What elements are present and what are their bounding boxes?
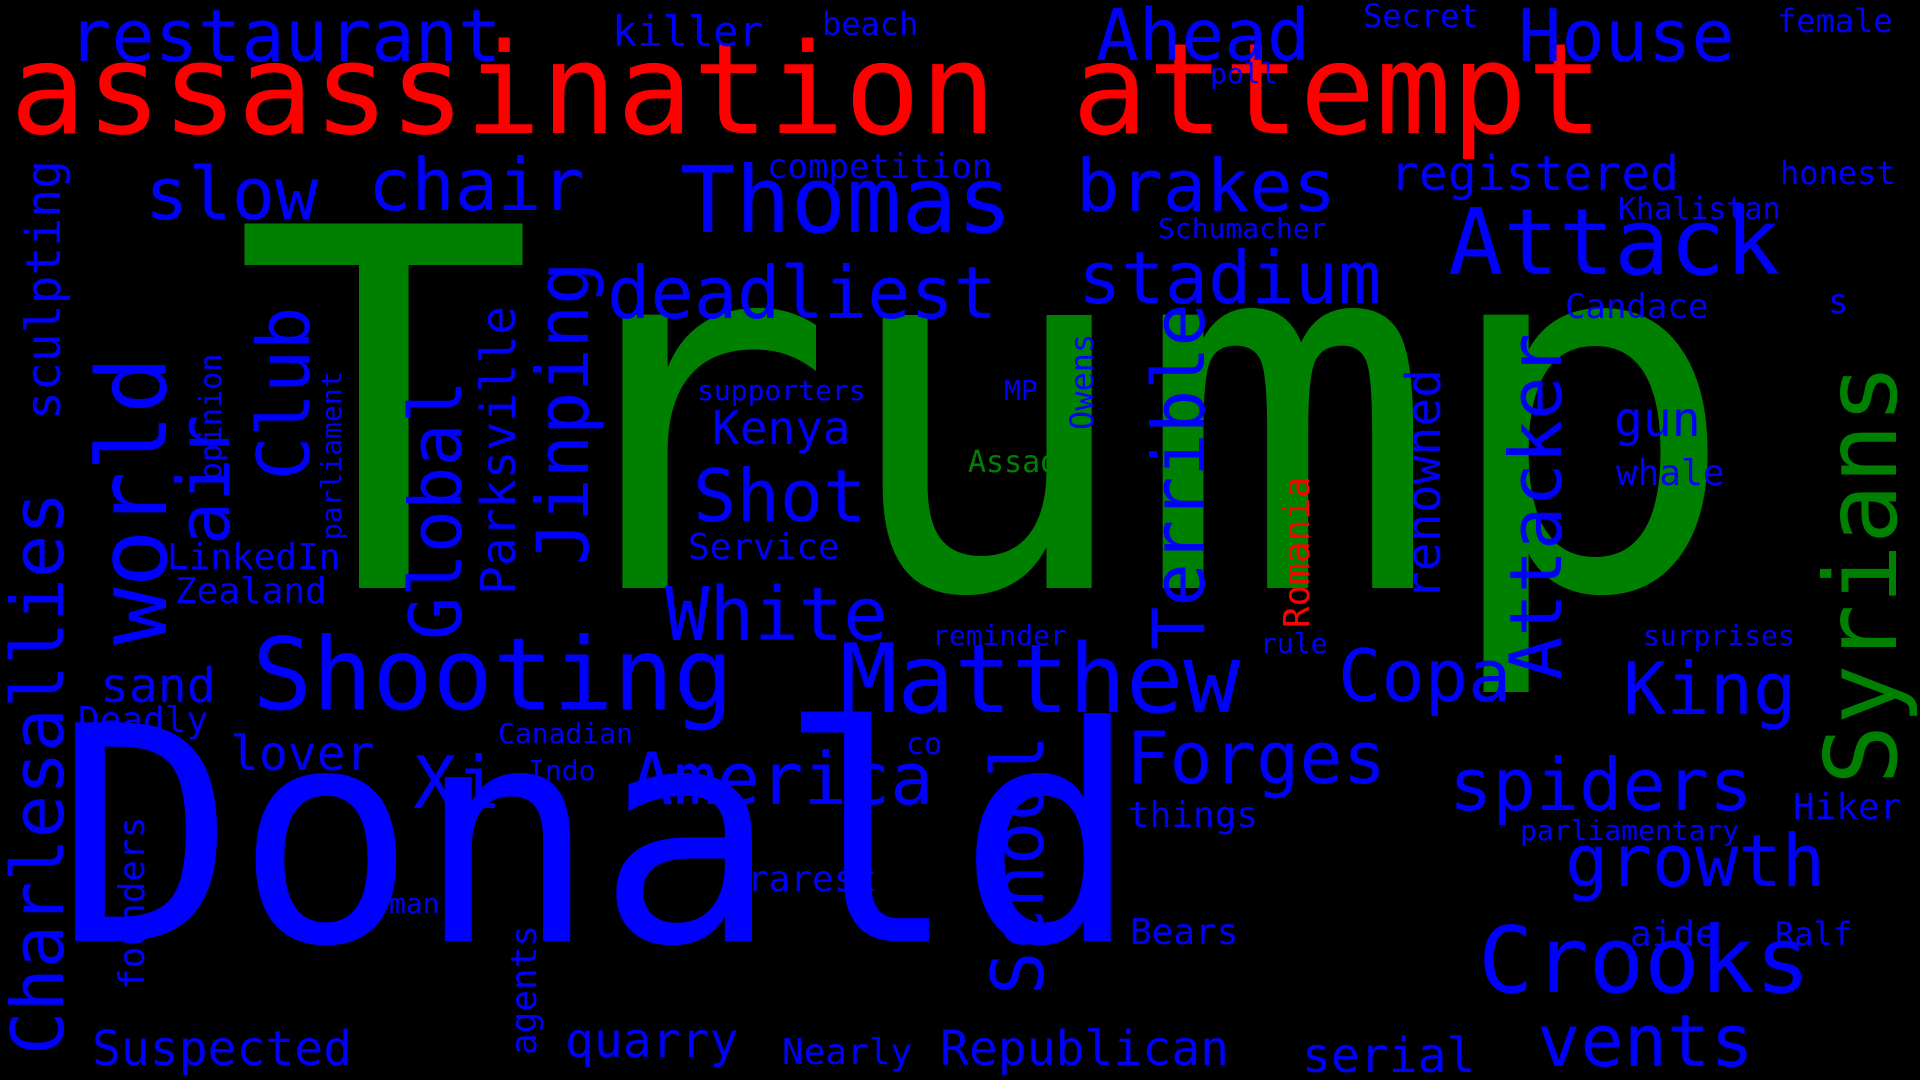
word-restaurant: restaurant: [68, 0, 502, 78]
word-attack: Attack: [1448, 189, 1781, 296]
word-suspected: Suspected: [92, 1021, 353, 1077]
word-reminder: reminder: [932, 619, 1067, 652]
word-parksville: Parksville: [471, 306, 527, 595]
word-supporters: supporters: [697, 374, 866, 407]
word-king: King: [1623, 647, 1797, 731]
word-killer: killer: [612, 7, 764, 56]
word-sand: sand: [100, 658, 216, 714]
word-white: White: [665, 572, 888, 658]
word-canadian: Canadian: [498, 717, 633, 750]
word-man: man: [389, 887, 440, 920]
word-female: female: [1777, 2, 1893, 40]
word-deadliest: deadliest: [607, 251, 998, 335]
word-indo: Indo: [528, 754, 596, 787]
word-vents: vents: [1537, 999, 1754, 1080]
word-donald: Donald: [55, 663, 1139, 1012]
word-matthew: Matthew: [840, 625, 1241, 735]
word-syrians: Syrians: [1803, 363, 1920, 785]
word-founders: founders: [112, 816, 153, 990]
word-zealand: Zealand: [175, 571, 327, 612]
word-lover: lover: [230, 726, 375, 782]
word-co: co: [906, 727, 943, 762]
word-assad: Assad: [968, 445, 1059, 480]
word-renowned: renowned: [1396, 368, 1452, 600]
word-gun: gun: [1614, 392, 1701, 448]
word-assassination-attempt: assassination attempt: [10, 16, 1604, 163]
word-parliamentary: parliamentary: [1520, 814, 1740, 847]
word-slow: slow: [145, 152, 319, 236]
word-xi: Xi: [413, 741, 500, 825]
word-rarest: rarest: [747, 859, 878, 900]
word-whale: whale: [1616, 453, 1725, 494]
word-crooks: Crooks: [1478, 907, 1811, 1014]
word-hiker: Hiker: [1793, 787, 1902, 828]
word-s: s: [1828, 282, 1849, 322]
word-ralf: Ralf: [1775, 915, 1853, 953]
word-linkedin: LinkedIn: [167, 537, 341, 578]
word-owens: Owens: [1063, 333, 1101, 430]
word-attacker: Attacker: [1494, 333, 1578, 680]
word-aide: aide: [1630, 914, 1717, 955]
word-khalistan: Khalistan: [1618, 192, 1781, 227]
word-opinion: opinion: [194, 353, 229, 480]
word-house: House: [1518, 0, 1735, 78]
word-agents: agents: [504, 924, 545, 1055]
word-parliament: parliament: [315, 371, 348, 540]
word-forges: Forges: [1126, 716, 1387, 800]
word-america: America: [630, 737, 934, 821]
word-serial: serial: [1302, 1028, 1476, 1080]
word-beach: beach: [822, 5, 919, 43]
word-shot: Shot: [693, 454, 867, 538]
word-copa: Copa: [1338, 634, 1512, 718]
word-growth: growth: [1565, 819, 1826, 903]
word-republican: Republican: [940, 1021, 1229, 1077]
word-bears: Bears: [1130, 912, 1239, 953]
word-kenya: Kenya: [712, 401, 851, 455]
word-poll: poll: [1210, 57, 1278, 90]
word-shooting: Shooting: [252, 616, 734, 733]
word-charlesallies: Charlesallies: [0, 491, 80, 1055]
word-registered: registered: [1390, 146, 1679, 202]
word-brakes: brakes: [1076, 144, 1337, 228]
word-sculpting: sculpting: [16, 159, 72, 420]
word-romania: Romania: [1277, 476, 1318, 628]
word-competition: competition: [767, 147, 993, 187]
word-jinping: Jinping: [521, 261, 605, 565]
word-spiders: spiders: [1449, 743, 1753, 827]
word-honest: honest: [1780, 154, 1896, 192]
word-stadium: stadium: [1078, 236, 1382, 320]
word-deadly: Deadly: [78, 700, 209, 741]
word-nearly: Nearly: [782, 1032, 913, 1073]
word-surprises: surprises: [1643, 619, 1795, 652]
word-club: Club: [242, 306, 326, 480]
word-terrible: Terrible: [1137, 303, 1221, 650]
word-thomas: Thomas: [680, 147, 1013, 254]
word-rule: rule: [1260, 627, 1328, 660]
word-secret: Secret: [1363, 0, 1479, 35]
word-quarry: quarry: [565, 1013, 739, 1069]
word-mp: MP: [1004, 374, 1038, 407]
word-trump: Trump: [233, 124, 1739, 706]
word-chair: chair: [368, 143, 585, 227]
word-things: things: [1128, 795, 1259, 836]
word-candace: Candace: [1565, 287, 1709, 327]
word-service: Service: [688, 527, 840, 568]
word-school: School: [976, 734, 1060, 995]
word-schumacher: Schumacher: [1158, 212, 1327, 245]
word-ahead: Ahead: [1096, 0, 1310, 77]
word-global: Global: [394, 379, 478, 640]
